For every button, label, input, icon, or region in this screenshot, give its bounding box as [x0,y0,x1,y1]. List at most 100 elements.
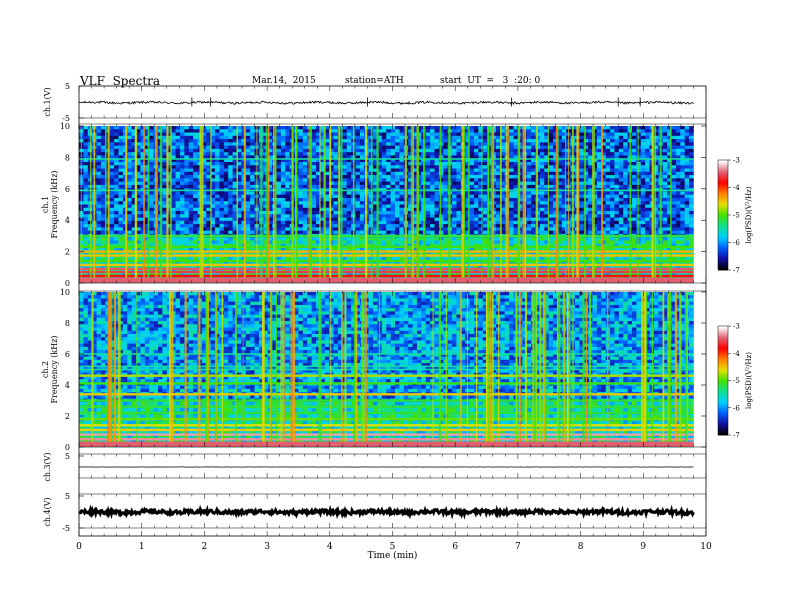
sferic-streak [200,126,202,283]
sferic-streak [439,126,442,283]
x-tick-label: 10 [700,542,712,552]
sferic-streak [594,126,595,283]
sferic-streak [93,126,95,283]
colorbar-tick-label: -5 [733,212,740,220]
x-tick-label: 3 [264,542,270,552]
y-tick-label: 8 [65,153,70,162]
colorbar-cell [718,371,728,374]
colorbar-cell [718,264,728,267]
sferic-streak [558,292,561,447]
sferic-streak [154,126,156,283]
colorbar-cell [718,216,728,220]
sferic-streak [535,292,538,447]
sferic-streak [439,292,441,447]
sferic-streak [645,292,648,447]
y-tick-label: -5 [62,524,70,533]
sferic-streak [562,292,565,447]
x-tick-label: 5 [390,542,396,552]
colorbar-cell [718,218,728,221]
colorbar-cell [718,420,728,423]
sferic-streak [563,292,566,447]
colorbar-cell [718,187,728,190]
colorbar-cell [718,211,728,214]
colorbar-tick-label: -6 [733,239,740,247]
x-tick-label: 4 [327,542,333,552]
colorbar-cell [718,215,728,218]
sferic-streak [629,126,632,283]
frequency-band [79,433,694,436]
colorbar-cell [718,161,728,165]
colorbar-cell [718,222,728,225]
sferic-streak [341,292,343,447]
sferic-streak [679,292,682,447]
sferic-streak [485,292,488,447]
frequency-band [79,393,694,396]
sferic-streak [572,292,574,447]
sferic-streak [572,126,574,283]
colorbar-cell [718,327,728,331]
sferic-streak [655,126,657,283]
colorbar-cell [718,207,728,210]
sferic-streak [568,126,569,283]
colorbar-cell [718,178,728,181]
colorbar-cell [718,375,728,378]
sferic-streak [445,292,447,447]
sferic-streak [505,126,507,283]
y-tick-label: 6 [65,350,70,359]
sferic-streak [91,292,94,447]
y-tick-label: -5 [62,114,70,123]
sferic-streak [206,292,209,447]
sferic-streak [340,126,343,283]
colorbar-cell [718,182,728,185]
sferic-streak [94,126,96,283]
sferic-streak [221,292,224,447]
colorbar-cell [718,200,728,203]
sferic-streak [522,126,525,283]
sferic-streak [379,292,381,447]
colorbar-cell [718,360,728,363]
colorbar-cell [718,393,728,396]
sferic-streak [80,126,82,283]
sferic-streak [118,292,120,447]
frequency-band [79,274,694,278]
colorbar-cell [718,238,728,242]
colorbar-cell [718,396,728,400]
frequency-band [79,270,694,274]
sferic-streak [291,126,294,283]
sferic-streak [329,126,331,283]
colorbar-cell [718,344,728,347]
x-tick-label: 9 [640,542,646,552]
sferic-streak [108,292,112,447]
sferic-streak [592,126,594,283]
sferic-streak [461,126,464,283]
colorbar-cell [718,191,728,194]
sferic-streak [308,126,310,283]
colorbar-cell [718,326,728,329]
frequency-band [79,263,694,267]
colorbar-cell [718,165,728,168]
sferic-streak [515,292,518,447]
colorbar-cell [718,174,728,177]
sferic-streak [243,126,246,283]
sferic-streak [466,292,468,447]
colorbar-cell [718,400,728,403]
sferic-streak [589,292,592,447]
colorbar-cell [718,376,728,380]
sferic-streak [365,126,368,283]
sferic-streak [353,292,356,447]
sferic-streak [344,292,346,447]
colorbar-cell [718,259,728,262]
colorbar-cell [718,378,728,381]
sferic-streak [490,126,493,283]
colorbar-tick-label: -7 [733,432,740,440]
sferic-streak [107,292,110,447]
sferic-streak [159,126,163,283]
y-axis-label: ch.3(V) [43,452,52,481]
sferic-streak [467,126,470,283]
colorbar-cell [718,329,728,332]
sferic-streak [535,126,539,283]
colorbar-cell [718,333,728,336]
sferic-streak [376,126,379,283]
y-tick-label: 10 [60,288,70,297]
sferic-streak [556,292,558,447]
